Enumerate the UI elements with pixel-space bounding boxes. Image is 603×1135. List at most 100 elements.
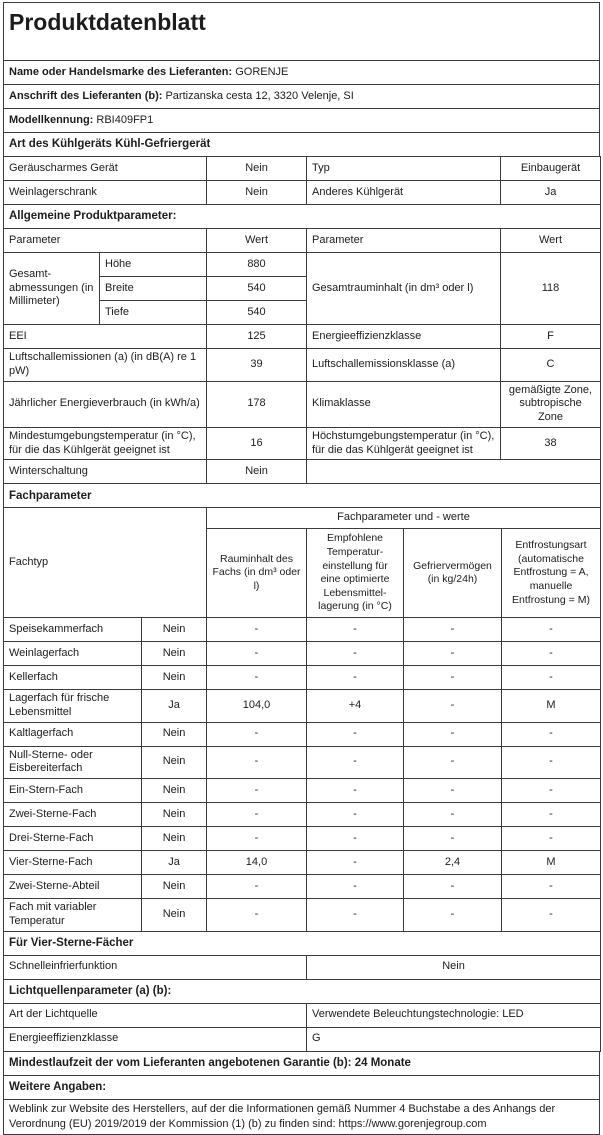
compartment-value: -	[501, 641, 601, 667]
table-row: Luftschallemissionen (a) (in dB(A) re 1 …	[3, 348, 601, 382]
param-value: 16	[206, 426, 307, 461]
page-title: Produktdatenblatt	[3, 2, 600, 61]
compartment-value: -	[403, 745, 502, 780]
dimension-value: 880	[206, 252, 307, 277]
compartment-value: -	[206, 826, 307, 852]
compartment-value: -	[403, 721, 502, 747]
table-row: Breite 540	[4, 276, 601, 301]
param-value: Nein	[305, 954, 602, 980]
compartment-value: -	[501, 665, 601, 691]
manufacturer-weblink-text: Weblink zur Website des Herstellers, auf…	[3, 1098, 600, 1135]
total-volume-label: Gesamtrauminhalt (in dm³ oder l)	[306, 252, 501, 325]
supplier-address-row: Anschrift des Lieferanten (b): Partizans…	[3, 84, 600, 109]
table-row: Jährlicher Energieverbrauch (in kWh/a) 1…	[3, 380, 601, 428]
dimension-value: 540	[206, 300, 307, 325]
table-row: Lagerfach für frische Lebensmittel Ja 10…	[3, 689, 601, 723]
compartment-value: -	[306, 850, 404, 876]
dimension-name: Breite	[99, 276, 207, 301]
dimension-value: 540	[206, 276, 307, 301]
table-row: Geräuscharmes Gerät Nein Typ Einbaugerät	[3, 156, 601, 181]
param-value: C	[500, 348, 601, 382]
supplier-name-row: Name oder Handelsmarke des Lieferanten: …	[3, 60, 600, 85]
param-value: 125	[206, 324, 307, 349]
compartment-present: Nein	[141, 802, 207, 828]
compartment-value: -	[306, 745, 404, 780]
supplier-name-label: Name oder Handelsmarke des Lieferanten:	[9, 65, 233, 78]
compartment-present: Nein	[141, 641, 207, 667]
dimension-name: Tiefe	[99, 300, 207, 325]
header-table: Produktdatenblatt Name oder Handelsmarke…	[3, 2, 600, 157]
empty-cell	[306, 459, 601, 485]
compartment-name: Ein-Stern-Fach	[3, 778, 142, 804]
table-row: Speisekammerfach Nein - - - -	[3, 617, 601, 643]
col-header: Wert	[206, 228, 307, 253]
compartment-value: -	[306, 617, 404, 643]
compartment-name: Drei-Sterne-Fach	[3, 826, 142, 852]
appliance-type-line: Art des Kühlgeräts Kühl-Gefriergerät	[3, 132, 600, 157]
param-label: Klimaklasse	[306, 380, 501, 428]
compartment-value: -	[501, 874, 601, 900]
compartment-value: -	[403, 898, 502, 932]
col-header: Empfohlene Temperatur-einstellung für ei…	[306, 528, 404, 619]
table-row: Zwei-Sterne-Abteil Nein - - - -	[3, 874, 601, 900]
compartments-table: Fachparameter Fachtyp Fachparameter und …	[3, 483, 601, 932]
compartment-value: 14,0	[206, 850, 307, 876]
compartment-name: Vier-Sterne-Fach	[3, 850, 142, 876]
supplier-address-label: Anschrift des Lieferanten (b):	[9, 89, 163, 102]
compartment-name: Fach mit variabler Temperatur	[3, 898, 142, 932]
compartment-present: Nein	[141, 826, 207, 852]
param-label: Luftschallemissionen (a) (in dB(A) re 1 …	[3, 348, 207, 382]
param-value: Einbaugerät	[500, 156, 601, 181]
warranty-value: 24 Monate	[354, 1056, 411, 1069]
compartment-value: -	[403, 641, 502, 667]
compartment-value: M	[501, 689, 601, 723]
device-table: Geräuscharmes Gerät Nein Typ Einbaugerät…	[3, 156, 601, 205]
total-volume-value: 118	[500, 252, 601, 325]
param-value: Nein	[206, 459, 307, 485]
compartment-value: -	[501, 617, 601, 643]
param-value: gemäßigte Zone, subtropische Zone	[500, 380, 601, 428]
compartment-value: -	[501, 802, 601, 828]
param-label: Weinlagerschrank	[3, 180, 207, 205]
param-label: Winterschaltung	[3, 459, 207, 485]
four-star-table: Für Vier-Sterne-Fächer Schnelleinfrierfu…	[2, 930, 602, 980]
param-label: Typ	[306, 156, 501, 181]
compartment-value: +4	[306, 689, 404, 723]
compartment-value: -	[403, 874, 502, 900]
table-row: Mindestumgebungstemperatur (in °C), für …	[3, 426, 601, 461]
table-row: Weinlagerfach Nein - - - -	[3, 641, 601, 667]
compartment-value: -	[306, 778, 404, 804]
param-label: Jährlicher Energieverbrauch (in kWh/a)	[3, 380, 207, 428]
compartment-present: Nein	[141, 721, 207, 747]
table-row: Weinlagerschrank Nein Anderes Kühlgerät …	[3, 180, 601, 205]
table-row: Kellerfach Nein - - - -	[3, 665, 601, 691]
compartment-value: -	[403, 802, 502, 828]
compartment-value: -	[306, 721, 404, 747]
table-row: Gesamt-abmessungen (in Millimeter) Höhe …	[3, 252, 601, 325]
param-label: Energieeffizienzklasse	[3, 1026, 307, 1052]
compartment-value: -	[501, 721, 601, 747]
table-row: Art der Lichtquelle Verwendete Beleuchtu…	[3, 1002, 601, 1028]
table-row: Fach mit variabler Temperatur Nein - - -…	[3, 898, 601, 932]
table-row: Energieeffizienzklasse G	[3, 1026, 601, 1052]
compartment-present: Nein	[141, 617, 207, 643]
compartment-value: -	[306, 641, 404, 667]
compartment-value: -	[206, 665, 307, 691]
param-value: F	[500, 324, 601, 349]
compartment-value: -	[206, 641, 307, 667]
group-header: Fachparameter und - werte	[206, 507, 601, 530]
compartment-value: -	[501, 898, 601, 932]
compartment-value: -	[403, 689, 502, 723]
param-label: Schnelleinfrierfunktion	[3, 954, 307, 980]
table-row: EEI 125 Energieeffizienzklasse F	[3, 324, 601, 349]
compartment-name: Zwei-Sterne-Abteil	[3, 874, 142, 900]
compartment-name: Kellerfach	[3, 665, 142, 691]
compartment-present: Nein	[141, 874, 207, 900]
model-value: RBI409FP1	[96, 113, 154, 126]
table-row: Zwei-Sterne-Fach Nein - - - -	[3, 802, 601, 828]
compartment-present: Nein	[141, 665, 207, 691]
param-label: Art der Lichtquelle	[3, 1002, 307, 1028]
compartment-name: Lagerfach für frische Lebensmittel	[3, 689, 142, 723]
compartment-value: -	[206, 721, 307, 747]
param-value: Nein	[206, 180, 307, 205]
